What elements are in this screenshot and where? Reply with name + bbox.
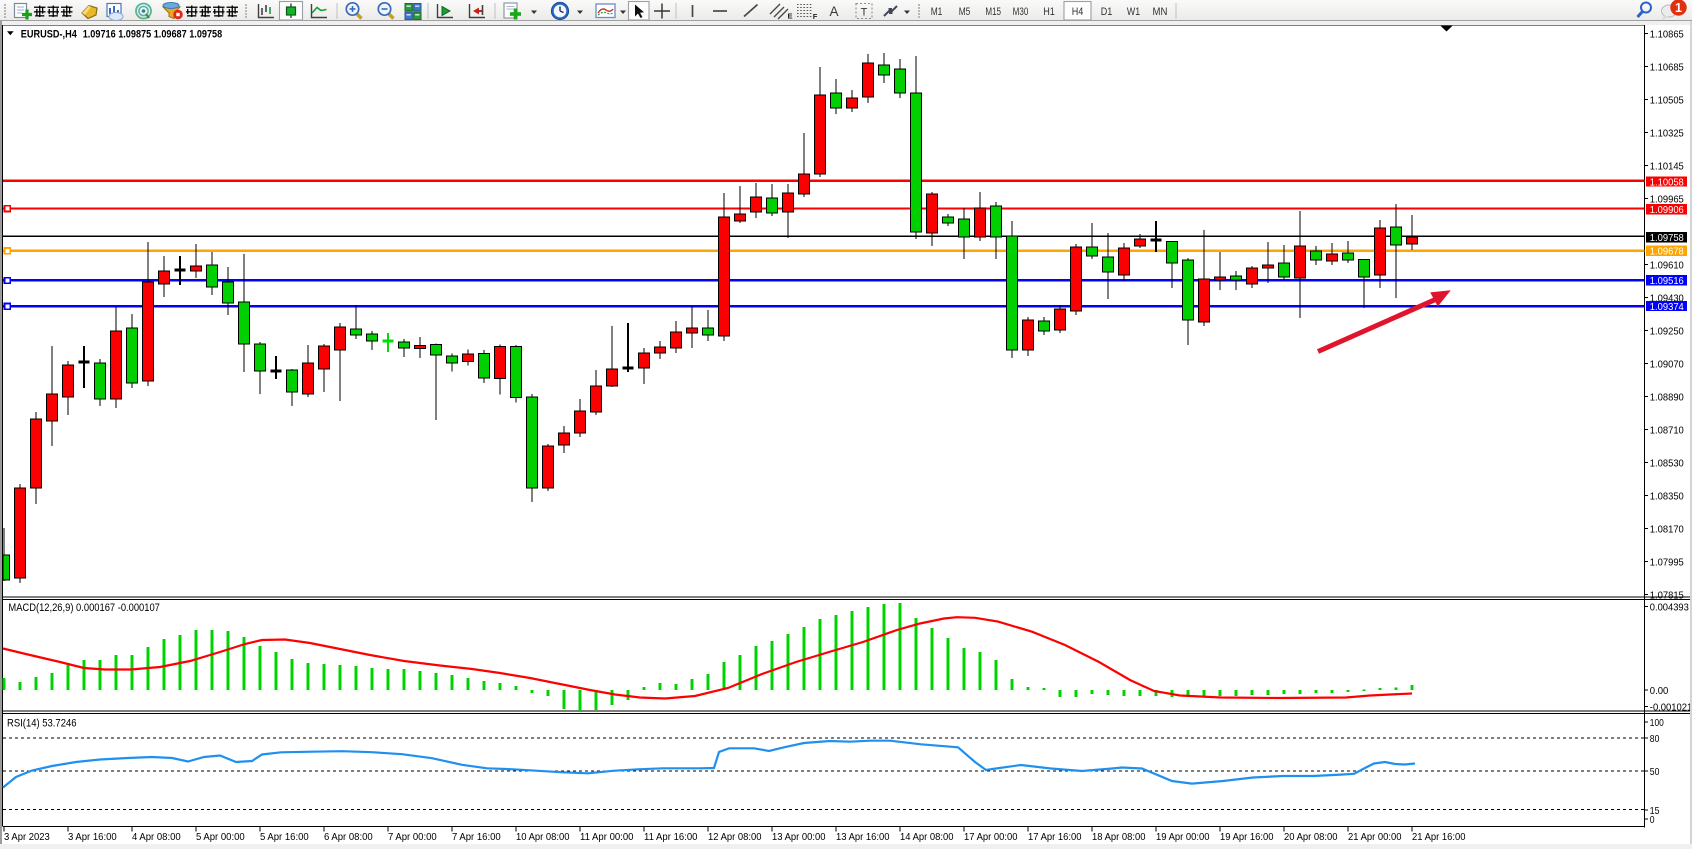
svg-text:13 Apr 00:00: 13 Apr 00:00 xyxy=(772,831,826,843)
svg-text:M5: M5 xyxy=(959,6,971,18)
svg-text:1.08530: 1.08530 xyxy=(1650,457,1684,469)
svg-text:1.09906: 1.09906 xyxy=(1650,204,1684,216)
svg-text:19 Apr 16:00: 19 Apr 16:00 xyxy=(1220,831,1274,843)
svg-text:1.10505: 1.10505 xyxy=(1650,94,1684,106)
svg-text:21 Apr 16:00: 21 Apr 16:00 xyxy=(1412,831,1466,843)
svg-text:1.10145: 1.10145 xyxy=(1650,160,1684,172)
svg-text:1.08170: 1.08170 xyxy=(1650,523,1684,535)
svg-text:1.09965: 1.09965 xyxy=(1650,193,1684,205)
svg-text:1.08710: 1.08710 xyxy=(1650,424,1684,436)
svg-text:1.09070: 1.09070 xyxy=(1650,358,1684,370)
svg-text:H1: H1 xyxy=(1043,6,1055,18)
svg-text:17 Apr 00:00: 17 Apr 00:00 xyxy=(964,831,1018,843)
svg-text:MACD(12,26,9) 0.000167 -0.0001: MACD(12,26,9) 0.000167 -0.000107 xyxy=(8,602,160,614)
svg-text:3 Apr 2023: 3 Apr 2023 xyxy=(4,831,50,843)
svg-text:18 Apr 08:00: 18 Apr 08:00 xyxy=(1092,831,1146,843)
svg-text:5 Apr 16:00: 5 Apr 16:00 xyxy=(260,831,309,843)
svg-text:1.09374: 1.09374 xyxy=(1650,301,1684,313)
svg-text:50: 50 xyxy=(1650,766,1660,778)
svg-text:11 Apr 16:00: 11 Apr 16:00 xyxy=(644,831,698,843)
svg-text:10 Apr 08:00: 10 Apr 08:00 xyxy=(516,831,570,843)
svg-text:1.10058: 1.10058 xyxy=(1650,176,1684,188)
svg-text:RSI(14) 53.7246: RSI(14) 53.7246 xyxy=(7,718,77,730)
svg-text:A: A xyxy=(829,4,838,19)
svg-text:5 Apr 00:00: 5 Apr 00:00 xyxy=(196,831,245,843)
svg-text:1.09250: 1.09250 xyxy=(1650,325,1684,337)
svg-text:1.08350: 1.08350 xyxy=(1650,490,1684,502)
svg-text:13 Apr 16:00: 13 Apr 16:00 xyxy=(836,831,890,843)
svg-text:W1: W1 xyxy=(1127,6,1140,18)
svg-text:1.09610: 1.09610 xyxy=(1650,259,1684,271)
svg-text:4 Apr 08:00: 4 Apr 08:00 xyxy=(132,831,181,843)
svg-text:6 Apr 08:00: 6 Apr 08:00 xyxy=(324,831,373,843)
svg-text:1.09758: 1.09758 xyxy=(1650,232,1684,244)
svg-text:H4: H4 xyxy=(1072,6,1084,18)
svg-text:1.09678: 1.09678 xyxy=(1650,246,1684,258)
svg-text:21 Apr 00:00: 21 Apr 00:00 xyxy=(1348,831,1402,843)
svg-text:0.004393: 0.004393 xyxy=(1650,601,1689,613)
svg-text:M1: M1 xyxy=(931,6,943,18)
svg-text:EURUSD-,H4: EURUSD-,H4 xyxy=(21,28,78,40)
svg-text:100: 100 xyxy=(1650,717,1664,729)
svg-text:1.10685: 1.10685 xyxy=(1650,61,1684,73)
svg-text:80: 80 xyxy=(1650,733,1660,745)
svg-text:17 Apr 16:00: 17 Apr 16:00 xyxy=(1028,831,1082,843)
svg-text:12 Apr 08:00: 12 Apr 08:00 xyxy=(708,831,762,843)
svg-text:15: 15 xyxy=(1650,805,1660,817)
svg-text:M15: M15 xyxy=(985,6,1001,18)
svg-text:1.10325: 1.10325 xyxy=(1650,127,1684,139)
svg-text:D1: D1 xyxy=(1101,6,1113,18)
svg-text:T: T xyxy=(861,7,868,19)
svg-text:19 Apr 00:00: 19 Apr 00:00 xyxy=(1156,831,1210,843)
svg-text:0.00: 0.00 xyxy=(1650,685,1669,697)
svg-text:7 Apr 16:00: 7 Apr 16:00 xyxy=(452,831,501,843)
svg-text:11 Apr 00:00: 11 Apr 00:00 xyxy=(580,831,634,843)
svg-text:0: 0 xyxy=(1650,814,1655,826)
svg-text:1.09716 1.09875 1.09687 1.0975: 1.09716 1.09875 1.09687 1.09758 xyxy=(83,28,223,40)
svg-text:7 Apr 00:00: 7 Apr 00:00 xyxy=(388,831,437,843)
svg-text:MN: MN xyxy=(1153,6,1168,18)
svg-text:M30: M30 xyxy=(1013,6,1029,18)
svg-text:3 Apr 16:00: 3 Apr 16:00 xyxy=(68,831,117,843)
svg-text:1.08890: 1.08890 xyxy=(1650,391,1684,403)
svg-text:-0.001021: -0.001021 xyxy=(1650,701,1692,713)
svg-text:F: F xyxy=(813,12,818,21)
svg-text:1: 1 xyxy=(1675,1,1682,15)
svg-text:1.07815: 1.07815 xyxy=(1650,589,1684,601)
svg-text:1.10865: 1.10865 xyxy=(1650,28,1684,40)
svg-text:14 Apr 08:00: 14 Apr 08:00 xyxy=(900,831,954,843)
svg-text:E: E xyxy=(787,12,792,21)
svg-text:20 Apr 08:00: 20 Apr 08:00 xyxy=(1284,831,1338,843)
svg-text:1.07995: 1.07995 xyxy=(1650,556,1684,568)
svg-text:1.09516: 1.09516 xyxy=(1650,275,1684,287)
